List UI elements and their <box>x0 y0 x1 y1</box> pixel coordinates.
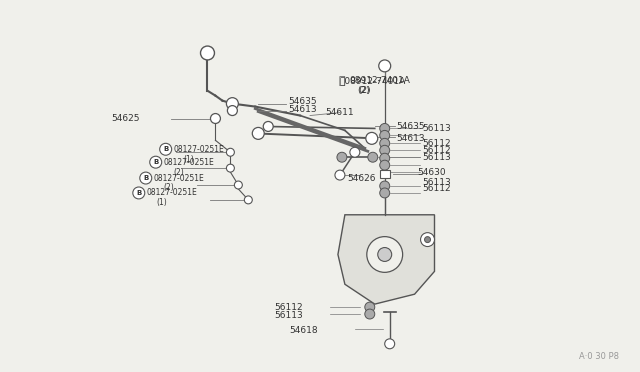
Circle shape <box>365 302 375 312</box>
Text: (1): (1) <box>184 155 195 164</box>
Text: (2): (2) <box>164 183 175 192</box>
Text: 08912-7401A: 08912-7401A <box>350 76 411 85</box>
Text: B: B <box>153 159 158 165</box>
Text: B: B <box>143 175 148 181</box>
Text: 54611: 54611 <box>325 108 354 117</box>
Text: B: B <box>136 190 141 196</box>
Circle shape <box>380 160 390 170</box>
Text: 08127-0251E: 08127-0251E <box>173 145 225 154</box>
Circle shape <box>150 156 162 168</box>
Circle shape <box>335 170 345 180</box>
Circle shape <box>380 153 390 163</box>
Text: (1): (1) <box>157 198 168 207</box>
Text: 56112: 56112 <box>275 302 303 312</box>
Text: 54635: 54635 <box>288 97 317 106</box>
Circle shape <box>424 237 431 243</box>
Text: 54613: 54613 <box>397 134 426 143</box>
Polygon shape <box>338 215 435 304</box>
Text: 08127-0251E: 08127-0251E <box>147 189 198 198</box>
Circle shape <box>380 181 390 191</box>
Text: 08127-0251E: 08127-0251E <box>164 158 214 167</box>
Circle shape <box>366 132 378 144</box>
Circle shape <box>368 152 378 162</box>
Text: A·0 30 P8: A·0 30 P8 <box>579 352 619 361</box>
Text: 54618: 54618 <box>289 326 318 336</box>
Circle shape <box>140 172 152 184</box>
Circle shape <box>380 145 390 155</box>
Circle shape <box>380 138 390 148</box>
Circle shape <box>380 131 390 140</box>
Circle shape <box>160 143 172 155</box>
Circle shape <box>211 113 220 124</box>
Circle shape <box>244 196 252 204</box>
Circle shape <box>227 98 238 110</box>
Circle shape <box>420 232 435 247</box>
Circle shape <box>367 237 403 272</box>
Text: 56112: 56112 <box>422 139 451 148</box>
Text: 54613: 54613 <box>288 105 317 114</box>
Text: 56112: 56112 <box>422 185 451 193</box>
Circle shape <box>379 60 390 72</box>
Circle shape <box>380 124 390 134</box>
Circle shape <box>227 148 234 156</box>
Circle shape <box>263 122 273 131</box>
Text: 54625: 54625 <box>111 114 140 123</box>
Circle shape <box>227 164 234 172</box>
Circle shape <box>252 128 264 140</box>
Circle shape <box>378 247 392 262</box>
Circle shape <box>365 309 375 319</box>
Text: 54630: 54630 <box>417 168 446 177</box>
Circle shape <box>227 106 237 116</box>
Circle shape <box>385 339 395 349</box>
Circle shape <box>234 181 243 189</box>
Text: (2): (2) <box>358 86 371 95</box>
Text: 08127-0251E: 08127-0251E <box>154 174 204 183</box>
Circle shape <box>337 152 347 162</box>
Text: (2): (2) <box>173 168 184 177</box>
Circle shape <box>350 147 360 157</box>
Circle shape <box>380 188 390 198</box>
Text: B: B <box>163 146 168 152</box>
Text: 56113: 56113 <box>275 311 303 320</box>
Text: 54635: 54635 <box>397 122 426 131</box>
Circle shape <box>133 187 145 199</box>
Text: (2): (2) <box>357 86 369 95</box>
Circle shape <box>200 46 214 60</box>
Text: 54626: 54626 <box>347 174 376 183</box>
Text: ⓝ08912-7401A: ⓝ08912-7401A <box>340 76 406 85</box>
Text: 56113: 56113 <box>422 124 451 133</box>
Text: 56112: 56112 <box>422 146 451 155</box>
Text: ⓝ: ⓝ <box>339 76 346 86</box>
Text: 56113: 56113 <box>422 177 451 186</box>
FancyBboxPatch shape <box>380 170 390 178</box>
Text: 56113: 56113 <box>422 153 451 162</box>
